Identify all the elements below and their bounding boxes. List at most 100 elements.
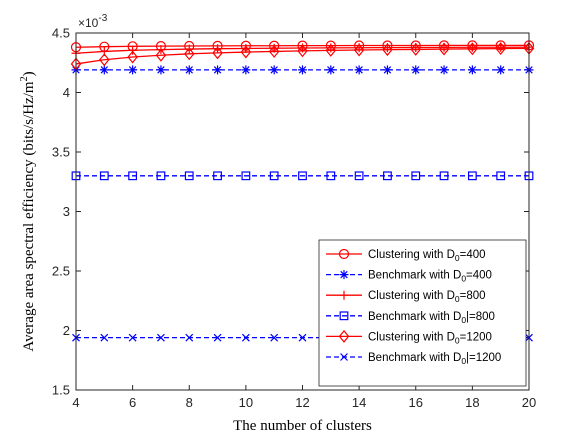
- series-4-point-6: [128, 171, 138, 181]
- series-4-point-5: [99, 171, 109, 181]
- x-tick-label-18: 18: [465, 395, 479, 410]
- legend-box: [318, 239, 527, 387]
- series-4-point-18: [467, 171, 477, 181]
- series-5-point-16: [410, 42, 422, 56]
- series-4-point-9: [213, 171, 222, 181]
- series-5-point-11: [268, 44, 280, 58]
- x-tick-label-20: 20: [522, 395, 536, 410]
- y-tick-label-4.5: 4.5: [52, 26, 70, 41]
- series-5: [70, 41, 535, 71]
- series-2-point-8: [184, 65, 194, 75]
- x-tick-label-6: 6: [129, 395, 136, 410]
- series-2-point-13: [326, 65, 336, 75]
- series-5-point-9: [212, 46, 223, 60]
- series-5-point-18: [467, 42, 478, 56]
- series-5-point-13: [325, 43, 337, 57]
- series-4-point-17: [439, 171, 449, 181]
- series-5-point-7: [155, 48, 167, 62]
- x-tick-label-4: 4: [72, 395, 79, 410]
- series-3-point-9: [213, 44, 223, 54]
- legend-label-3: Clustering with D0=800: [368, 290, 486, 304]
- series-5-line: [75, 47, 530, 65]
- legend-label-4-value: |=800: [466, 311, 495, 323]
- series-6-point-12: [298, 333, 307, 342]
- ticks-layer: 4 6 8 10 12 14 16 18 20 1.5 2 2.5 3 3.5 4 4.5: [52, 26, 536, 411]
- legend-label-6-text: Benchmark with D: [368, 352, 461, 364]
- x-axis-label: The number of clusters: [233, 418, 372, 434]
- legend-label-1-sub: 0: [455, 253, 460, 263]
- series-2-point-17: [439, 65, 449, 75]
- legend-label-6: Benchmark with D0|=1200: [368, 352, 501, 366]
- series-6-point-6: [128, 333, 137, 342]
- series-6-point-11: [270, 333, 279, 342]
- legend-label-5-sub: 0: [455, 335, 460, 345]
- y-multiplier-base: ×10: [78, 16, 99, 30]
- series-2-point-6: [128, 65, 138, 75]
- legend-marker-3: [339, 290, 349, 300]
- series-3-point-6: [128, 45, 138, 55]
- series-4-point-13: [326, 171, 336, 181]
- labels-layer: The number of clusters Average area spec…: [19, 13, 372, 434]
- legend-marker-2: [339, 270, 349, 280]
- legend-label-2: Benchmark with D0=400: [368, 270, 492, 284]
- legend-marker-6: [340, 353, 348, 361]
- y-axis-label-sup: 2: [19, 76, 30, 81]
- legend-label-6-sub: 0: [461, 356, 466, 366]
- y-tick-label-1.5: 1.5: [52, 383, 70, 398]
- legend-label-4-text: Benchmark with D: [368, 311, 461, 323]
- series-6-point-7: [157, 333, 165, 342]
- legend-label-3-sub: 0: [455, 294, 460, 304]
- legend-label-5-value: =1200: [460, 331, 492, 343]
- legend-marker-4: [339, 311, 349, 321]
- series-5-point-5: [99, 53, 110, 67]
- x-tick-label-14: 14: [352, 395, 366, 410]
- series-2-point-12: [298, 65, 307, 75]
- series-5-point-14: [353, 43, 365, 57]
- series-4-point-11: [269, 171, 279, 181]
- legend-label-3-value: =800: [460, 290, 486, 302]
- series-5-point-10: [240, 45, 252, 59]
- series-2-point-10: [241, 65, 251, 75]
- legend-label-1-value: =400: [460, 249, 486, 261]
- series-2-point-15: [382, 65, 392, 75]
- legend-label-4-sub: 0: [461, 315, 466, 325]
- legend-label-5-text: Clustering with D: [368, 331, 455, 343]
- y-multiplier-exp: -3: [98, 13, 107, 24]
- series-5-point-17: [438, 42, 450, 56]
- series-6-point-9: [213, 333, 222, 342]
- legend-label-1: Clustering with D0=400: [368, 249, 486, 263]
- series-2-point-18: [467, 65, 477, 75]
- series-5-point-8: [183, 47, 195, 61]
- series-5-point-6: [127, 50, 138, 64]
- y-tick-label-3.5: 3.5: [52, 145, 70, 160]
- legend-marker-5: [338, 329, 350, 343]
- series-4-point-19: [496, 171, 506, 181]
- series-4-point-8: [184, 171, 194, 181]
- legend-label-4: Benchmark with D0|=800: [368, 311, 495, 325]
- series-4-point-12: [298, 171, 307, 181]
- series-2-point-5: [99, 65, 109, 75]
- legend-label-2-sub: 0: [461, 274, 466, 284]
- series-2-point-14: [354, 65, 364, 75]
- legend-label-2-value: =400: [466, 270, 492, 282]
- series-2-point-16: [411, 65, 421, 75]
- series-5-point-15: [382, 43, 393, 57]
- y-axis-label-main: Average area spectral efficiency (bits/s…: [21, 81, 37, 351]
- x-tick-label-16: 16: [409, 395, 423, 410]
- series-4-point-7: [156, 171, 166, 181]
- y-axis-label: Average area spectral efficiency (bits/s…: [19, 71, 37, 351]
- series-4-point-10: [241, 171, 251, 181]
- series-5-point-19: [495, 42, 506, 56]
- x-tick-label-8: 8: [186, 395, 193, 410]
- series-6-point-10: [241, 333, 250, 342]
- y-tick-label-4: 4: [63, 85, 70, 100]
- series-2-point-7: [156, 65, 166, 75]
- series-4-point-14: [354, 171, 364, 181]
- y-tick-label-2.5: 2.5: [52, 264, 70, 279]
- series-4-point-16: [411, 171, 421, 181]
- legend-label-6-value: |=1200: [466, 352, 501, 364]
- legend-label-1-text: Clustering with D: [368, 249, 455, 261]
- y-axis-label-close: ): [21, 71, 37, 76]
